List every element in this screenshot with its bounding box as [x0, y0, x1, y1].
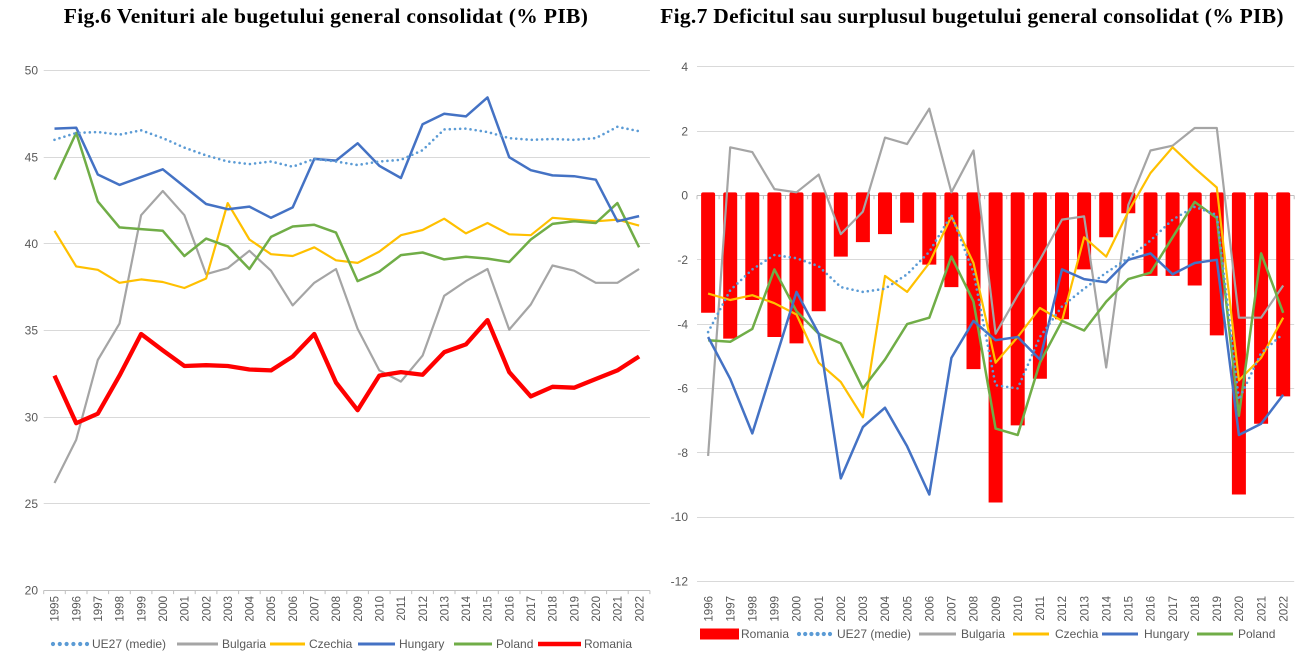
svg-text:Czechia: Czechia	[1055, 627, 1099, 641]
svg-text:1997: 1997	[725, 596, 737, 622]
svg-text:Bulgaria: Bulgaria	[961, 627, 1005, 641]
svg-text:1998: 1998	[748, 596, 760, 622]
svg-text:2021: 2021	[613, 596, 625, 622]
svg-text:2009: 2009	[353, 596, 365, 622]
svg-text:2022: 2022	[1278, 596, 1290, 622]
svg-text:2012: 2012	[1057, 596, 1069, 622]
svg-text:1997: 1997	[93, 596, 105, 622]
svg-text:2020: 2020	[1234, 596, 1246, 622]
svg-text:2002: 2002	[836, 596, 848, 622]
svg-text:2005: 2005	[902, 596, 914, 622]
svg-text:2009: 2009	[991, 596, 1003, 622]
svg-text:UE27 (medie): UE27 (medie)	[92, 637, 166, 651]
svg-text:Romania: Romania	[741, 627, 789, 641]
svg-text:2015: 2015	[483, 596, 495, 622]
svg-text:Bulgaria: Bulgaria	[222, 637, 266, 651]
svg-text:2004: 2004	[880, 595, 892, 621]
svg-text:2006: 2006	[288, 596, 300, 622]
svg-text:2012: 2012	[418, 596, 430, 622]
svg-text:2010: 2010	[375, 596, 387, 622]
svg-text:-8: -8	[677, 446, 688, 460]
svg-text:2021: 2021	[1256, 596, 1268, 622]
svg-text:2004: 2004	[245, 595, 257, 621]
svg-text:Poland: Poland	[496, 637, 533, 651]
svg-text:1996: 1996	[71, 596, 83, 622]
svg-text:2019: 2019	[1212, 596, 1224, 622]
svg-text:-4: -4	[677, 317, 688, 331]
svg-text:2011: 2011	[396, 596, 408, 621]
svg-text:2007: 2007	[947, 596, 959, 622]
svg-text:35: 35	[25, 324, 39, 338]
svg-text:2022: 2022	[634, 596, 646, 622]
svg-text:2016: 2016	[504, 596, 516, 622]
svg-text:2016: 2016	[1146, 596, 1158, 622]
svg-text:4: 4	[681, 60, 688, 74]
svg-text:2017: 2017	[526, 596, 538, 622]
svg-text:2014: 2014	[461, 595, 473, 621]
svg-text:2019: 2019	[569, 596, 581, 622]
svg-text:1995: 1995	[50, 596, 62, 622]
svg-text:1999: 1999	[136, 596, 148, 622]
svg-text:45: 45	[25, 150, 39, 164]
svg-text:1999: 1999	[770, 596, 782, 622]
svg-text:Hungary: Hungary	[1144, 627, 1189, 641]
svg-text:Czechia: Czechia	[309, 637, 353, 651]
svg-text:2018: 2018	[548, 596, 560, 622]
svg-text:1998: 1998	[115, 596, 127, 622]
svg-text:30: 30	[25, 410, 39, 424]
svg-text:2000: 2000	[792, 596, 804, 622]
svg-text:2017: 2017	[1168, 596, 1180, 622]
svg-text:-10: -10	[671, 510, 689, 524]
svg-text:Hungary: Hungary	[399, 637, 444, 651]
svg-text:2: 2	[681, 124, 688, 138]
svg-text:2014: 2014	[1101, 595, 1113, 621]
svg-text:Fig.7 Deficitul sau surplusul: Fig.7 Deficitul sau surplusul bugetului …	[660, 4, 1284, 28]
svg-text:-6: -6	[677, 382, 688, 396]
svg-text:2003: 2003	[223, 596, 235, 622]
svg-text:2011: 2011	[1035, 596, 1047, 621]
svg-text:Romania: Romania	[584, 637, 632, 651]
svg-text:-2: -2	[677, 253, 688, 267]
svg-text:2008: 2008	[969, 596, 981, 622]
svg-text:2018: 2018	[1190, 596, 1202, 622]
svg-text:2001: 2001	[180, 596, 192, 622]
svg-text:2006: 2006	[925, 596, 937, 622]
svg-text:Fig.6 Venituri ale bugetului g: Fig.6 Venituri ale bugetului general con…	[64, 4, 589, 28]
svg-text:50: 50	[25, 64, 39, 78]
svg-text:2003: 2003	[858, 596, 870, 622]
svg-text:20: 20	[25, 584, 39, 598]
svg-text:UE27 (medie): UE27 (medie)	[837, 627, 911, 641]
svg-text:2008: 2008	[331, 596, 343, 622]
svg-text:2013: 2013	[439, 596, 451, 622]
svg-text:2013: 2013	[1079, 596, 1091, 622]
svg-text:2000: 2000	[158, 596, 170, 622]
svg-text:2007: 2007	[310, 596, 322, 622]
svg-text:2020: 2020	[591, 596, 603, 622]
svg-text:25: 25	[25, 497, 39, 511]
svg-text:1996: 1996	[703, 596, 715, 622]
svg-text:2010: 2010	[1013, 596, 1025, 622]
svg-text:Poland: Poland	[1238, 627, 1275, 641]
svg-text:-12: -12	[671, 575, 689, 589]
svg-text:2001: 2001	[814, 596, 826, 622]
svg-text:0: 0	[681, 189, 688, 203]
svg-text:2005: 2005	[266, 596, 278, 622]
svg-text:40: 40	[25, 237, 39, 251]
svg-text:2015: 2015	[1124, 596, 1136, 622]
svg-text:2002: 2002	[201, 596, 213, 622]
